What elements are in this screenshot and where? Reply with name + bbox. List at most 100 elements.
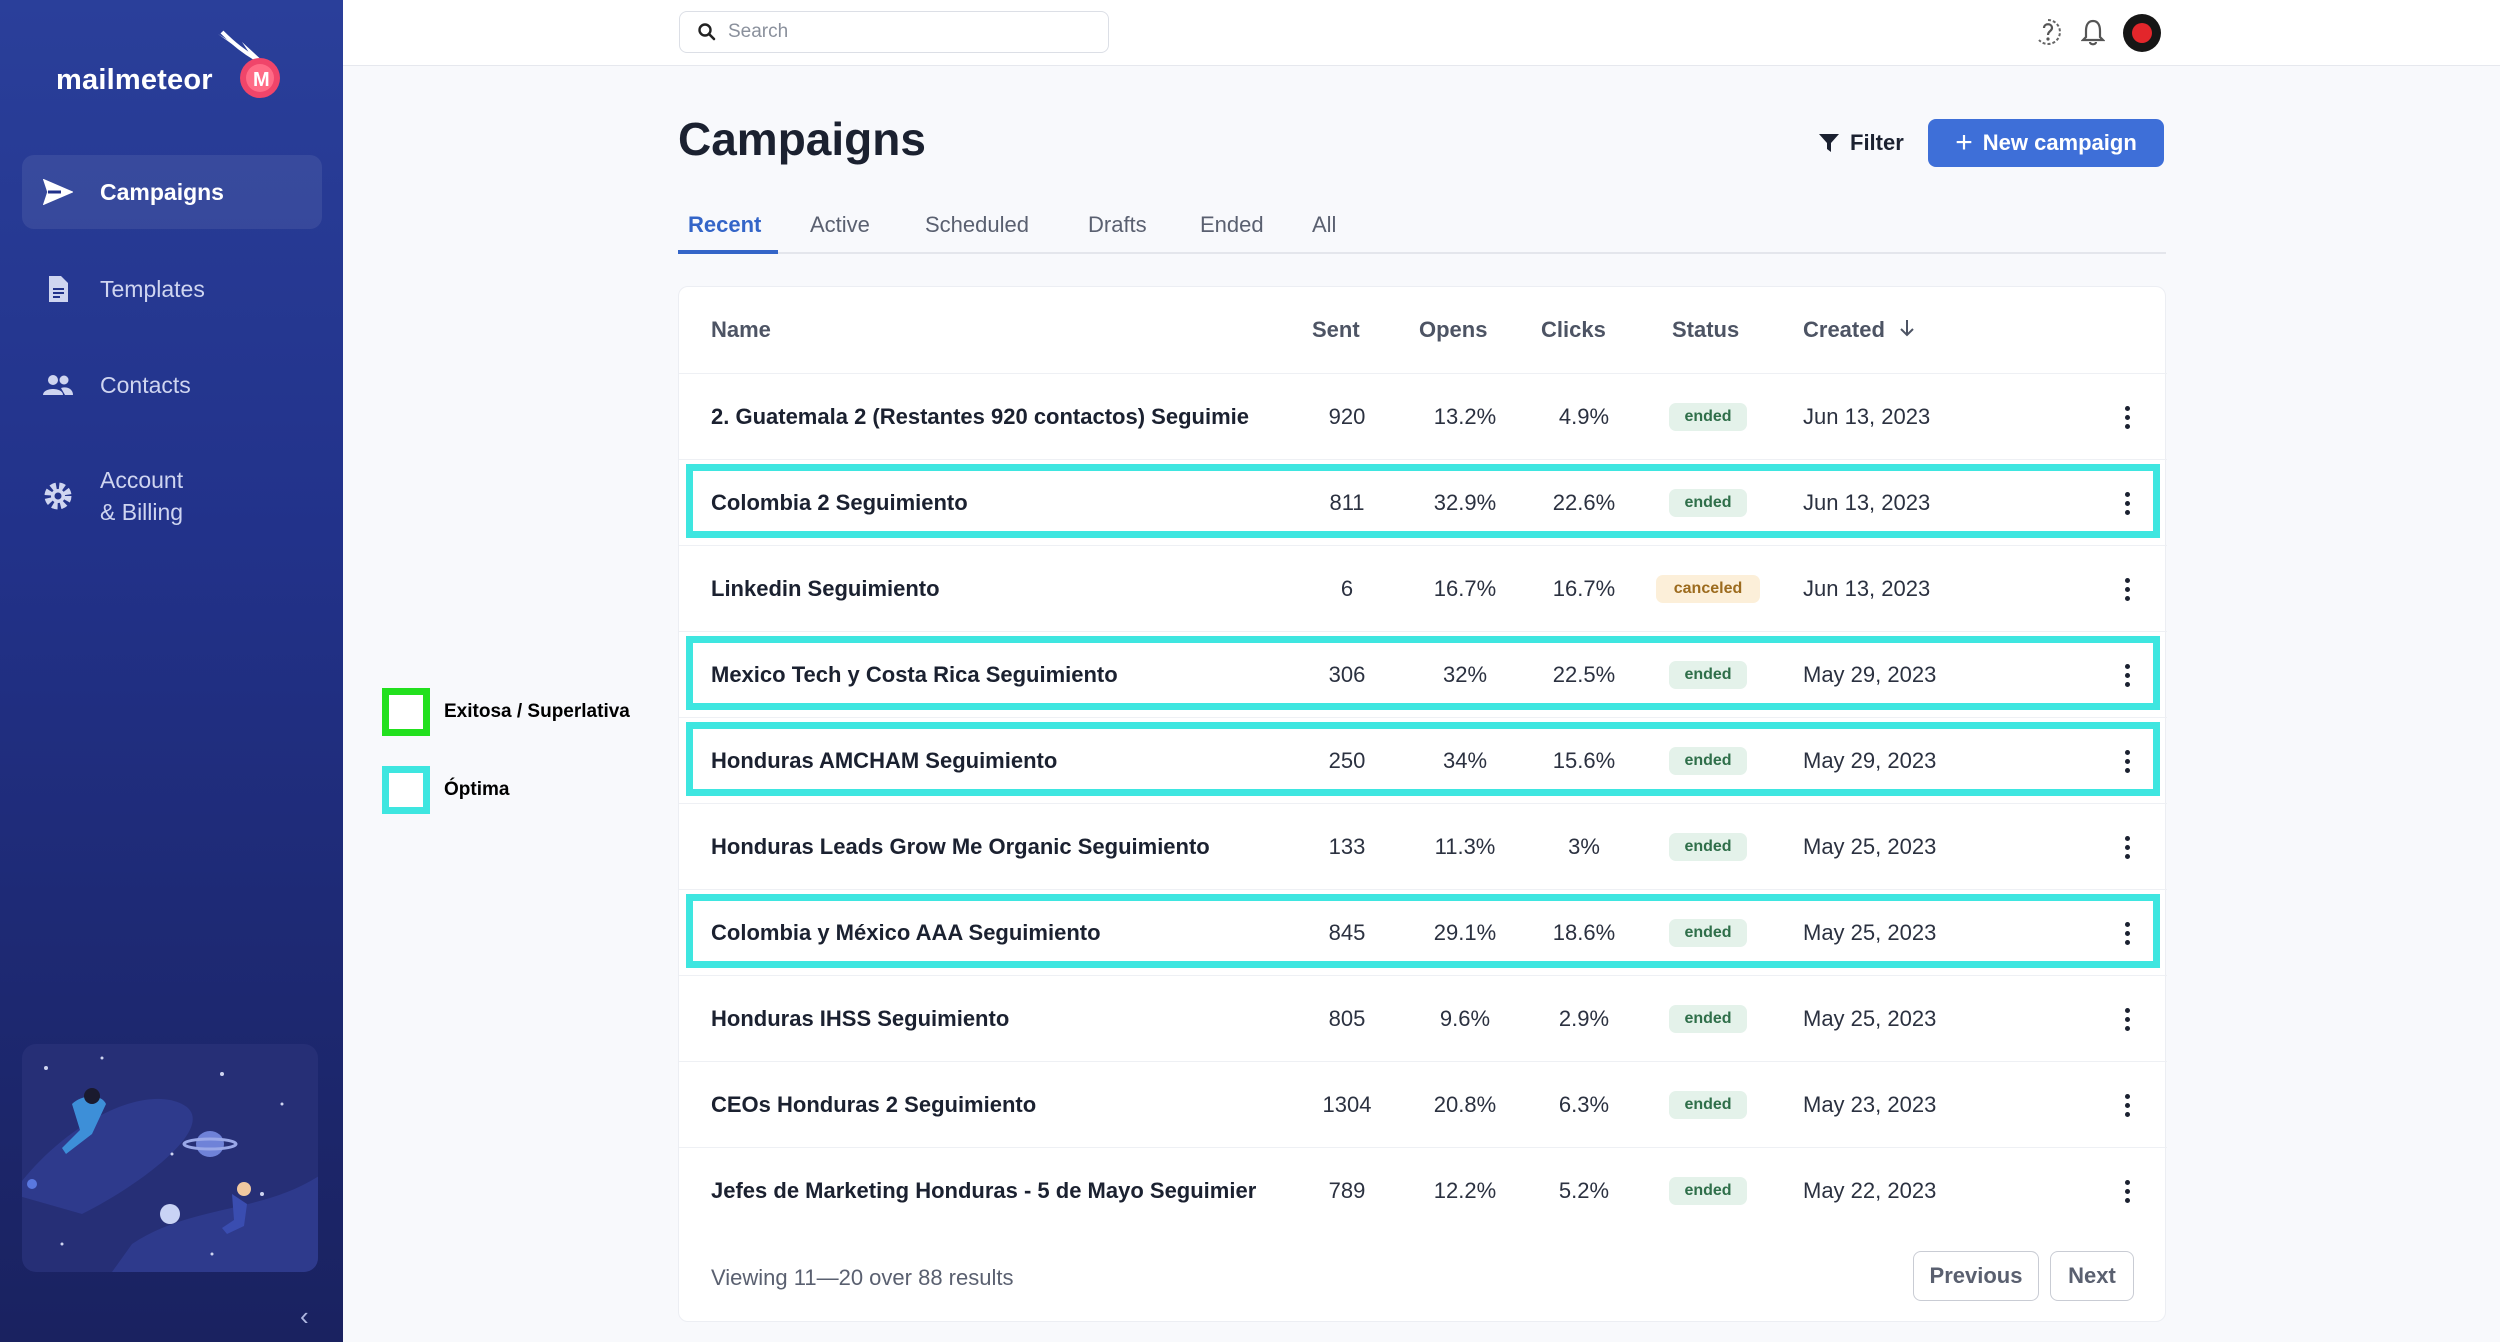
- created-date: Jun 13, 2023: [1803, 576, 1931, 601]
- created-date: May 29, 2023: [1803, 662, 1937, 687]
- tab-scheduled[interactable]: Scheduled: [925, 212, 1029, 237]
- status-badge: ended: [1669, 489, 1747, 517]
- column-status[interactable]: Status: [1672, 317, 1740, 342]
- column-sent[interactable]: Sent: [1312, 317, 1360, 342]
- sent-count: 789: [1328, 1178, 1366, 1203]
- app-logo[interactable]: mailmeteor M: [56, 30, 296, 110]
- status-badge: ended: [1669, 661, 1747, 689]
- campaign-name[interactable]: Honduras IHSS Seguimiento: [711, 1006, 1010, 1031]
- clicks-rate: 6.3%: [1558, 1092, 1610, 1117]
- search-box[interactable]: [679, 11, 1109, 53]
- sidebar-item-campaigns[interactable]: Campaigns: [22, 155, 322, 229]
- opens-rate: 11.3%: [1434, 834, 1496, 859]
- opens-rate: 29.1%: [1433, 920, 1497, 945]
- new-campaign-button[interactable]: + New campaign: [1928, 119, 2164, 167]
- row-menu-button[interactable]: [2111, 831, 2143, 863]
- created-date: May 25, 2023: [1803, 834, 1937, 859]
- row-menu-button[interactable]: [2111, 1089, 2143, 1121]
- column-name[interactable]: Name: [711, 317, 771, 342]
- sidebar-item-templates[interactable]: Templates: [22, 252, 322, 326]
- table-row[interactable]: Colombia 2 Seguimiento 811 32.9% 22.6% ended…: [679, 459, 2167, 545]
- kebab-icon: [2124, 577, 2130, 583]
- sidebar-item-account-billing[interactable]: Account & Billing: [22, 454, 322, 538]
- tab-drafts[interactable]: Drafts: [1088, 212, 1147, 237]
- clicks-rate: 22.5%: [1552, 662, 1616, 687]
- avatar[interactable]: [2123, 14, 2161, 52]
- table-row[interactable]: Jefes de Marketing Honduras - 5 de Mayo …: [679, 1147, 2167, 1233]
- next-page-button[interactable]: Next: [2050, 1251, 2134, 1301]
- created-date: May 25, 2023: [1803, 1006, 1937, 1031]
- sent-count: 306: [1328, 662, 1366, 687]
- campaign-name[interactable]: Honduras Leads Grow Me Organic Seguimien…: [711, 834, 1210, 859]
- column-clicks[interactable]: Clicks: [1541, 317, 1606, 342]
- clicks-rate: 4.9%: [1558, 404, 1610, 429]
- legend-item-exitosa: Exitosa / Superlativa: [382, 688, 630, 736]
- pagination-summary: Viewing 11—20 over 88 results: [711, 1265, 1014, 1290]
- table-row[interactable]: CEOs Honduras 2 Seguimiento 1304 20.8% 6.3%…: [679, 1061, 2167, 1147]
- page-title: Campaigns: [678, 113, 926, 165]
- row-menu-button[interactable]: [2111, 917, 2143, 949]
- campaign-name[interactable]: Mexico Tech y Costa Rica Seguimiento: [711, 662, 1118, 687]
- created-date: May 22, 2023: [1803, 1178, 1937, 1203]
- row-menu-button[interactable]: [2111, 487, 2143, 519]
- kebab-icon: [2124, 1179, 2130, 1185]
- sent-count: 6: [1340, 576, 1354, 601]
- table-row[interactable]: Colombia y México AAA Seguimiento 845 29.1…: [679, 889, 2167, 975]
- campaign-name[interactable]: Colombia y México AAA Seguimiento: [711, 920, 1101, 945]
- meteor-icon: M: [218, 30, 280, 98]
- campaign-name[interactable]: Jefes de Marketing Honduras - 5 de Mayo …: [711, 1178, 1257, 1203]
- table-row[interactable]: Honduras Leads Grow Me Organic Seguimien…: [679, 803, 2167, 889]
- previous-page-button[interactable]: Previous: [1913, 1251, 2039, 1301]
- sidebar-item-label: Templates: [100, 276, 205, 302]
- table-header: Name Sent Opens Clicks Status Created: [679, 287, 2167, 373]
- tab-ended[interactable]: Ended: [1200, 212, 1264, 237]
- status-badge: canceled: [1656, 575, 1760, 603]
- people-icon: [42, 369, 74, 401]
- column-created[interactable]: Created: [1803, 317, 1915, 343]
- opens-rate: 20.8%: [1433, 1092, 1497, 1117]
- row-menu-button[interactable]: [2111, 1003, 2143, 1035]
- campaign-name[interactable]: CEOs Honduras 2 Seguimiento: [711, 1092, 1037, 1117]
- status-badge: ended: [1669, 1177, 1747, 1205]
- clicks-rate: 5.2%: [1558, 1178, 1610, 1203]
- legend-swatch: [382, 766, 430, 814]
- table-row[interactable]: Mexico Tech y Costa Rica Seguimiento 306 3…: [679, 631, 2167, 717]
- sidebar-item-contacts[interactable]: Contacts: [22, 348, 322, 422]
- row-menu-button[interactable]: [2111, 659, 2143, 691]
- notifications-button[interactable]: [2076, 15, 2110, 49]
- row-menu-button[interactable]: [2111, 573, 2143, 605]
- clicks-rate: 15.6%: [1552, 748, 1616, 773]
- table-row[interactable]: Linkedin Seguimiento 6 16.7% 16.7% canceled J…: [679, 545, 2167, 631]
- tab-active[interactable]: Active: [810, 212, 870, 237]
- tab-recent[interactable]: Recent: [688, 212, 762, 237]
- campaigns-table: Name Sent Opens Clicks Status Created 2.…: [678, 286, 2167, 1322]
- table-row[interactable]: Honduras IHSS Seguimiento 805 9.6% 2.9% ende…: [679, 975, 2167, 1061]
- campaign-name[interactable]: Linkedin Seguimiento: [711, 576, 940, 601]
- sent-count: 811: [1329, 490, 1365, 515]
- created-date: Jun 13, 2023: [1803, 490, 1931, 515]
- status-badge: ended: [1669, 1091, 1747, 1119]
- row-menu-button[interactable]: [2111, 401, 2143, 433]
- column-opens[interactable]: Opens: [1419, 317, 1488, 342]
- search-input[interactable]: [728, 21, 1088, 43]
- table-row[interactable]: 2. Guatemala 2 (Restantes 920 contactos)…: [679, 373, 2167, 459]
- search-icon: [698, 23, 716, 41]
- status-badge: ended: [1669, 833, 1747, 861]
- collapse-sidebar-button[interactable]: ‹: [300, 1303, 309, 1329]
- opens-rate: 12.2%: [1433, 1178, 1497, 1203]
- table-row[interactable]: Honduras AMCHAM Seguimiento 250 34% 15.6% en…: [679, 717, 2167, 803]
- kebab-icon: [2124, 491, 2130, 497]
- campaign-name[interactable]: Colombia 2 Seguimiento: [711, 490, 968, 515]
- row-menu-button[interactable]: [2111, 745, 2143, 777]
- kebab-icon: [2124, 405, 2130, 411]
- row-menu-button[interactable]: [2111, 1175, 2143, 1207]
- tab-all[interactable]: All: [1312, 212, 1337, 237]
- sent-count: 250: [1328, 748, 1366, 773]
- campaign-name[interactable]: 2. Guatemala 2 (Restantes 920 contactos)…: [711, 404, 1249, 429]
- opens-rate: 34%: [1442, 748, 1488, 773]
- campaign-tabs: Recent Active Scheduled Drafts Ended All: [678, 204, 2166, 254]
- filter-button[interactable]: Filter: [1808, 119, 1914, 167]
- campaign-name[interactable]: Honduras AMCHAM Seguimiento: [711, 748, 1058, 773]
- sent-count: 920: [1328, 404, 1366, 429]
- help-button[interactable]: [2031, 15, 2065, 49]
